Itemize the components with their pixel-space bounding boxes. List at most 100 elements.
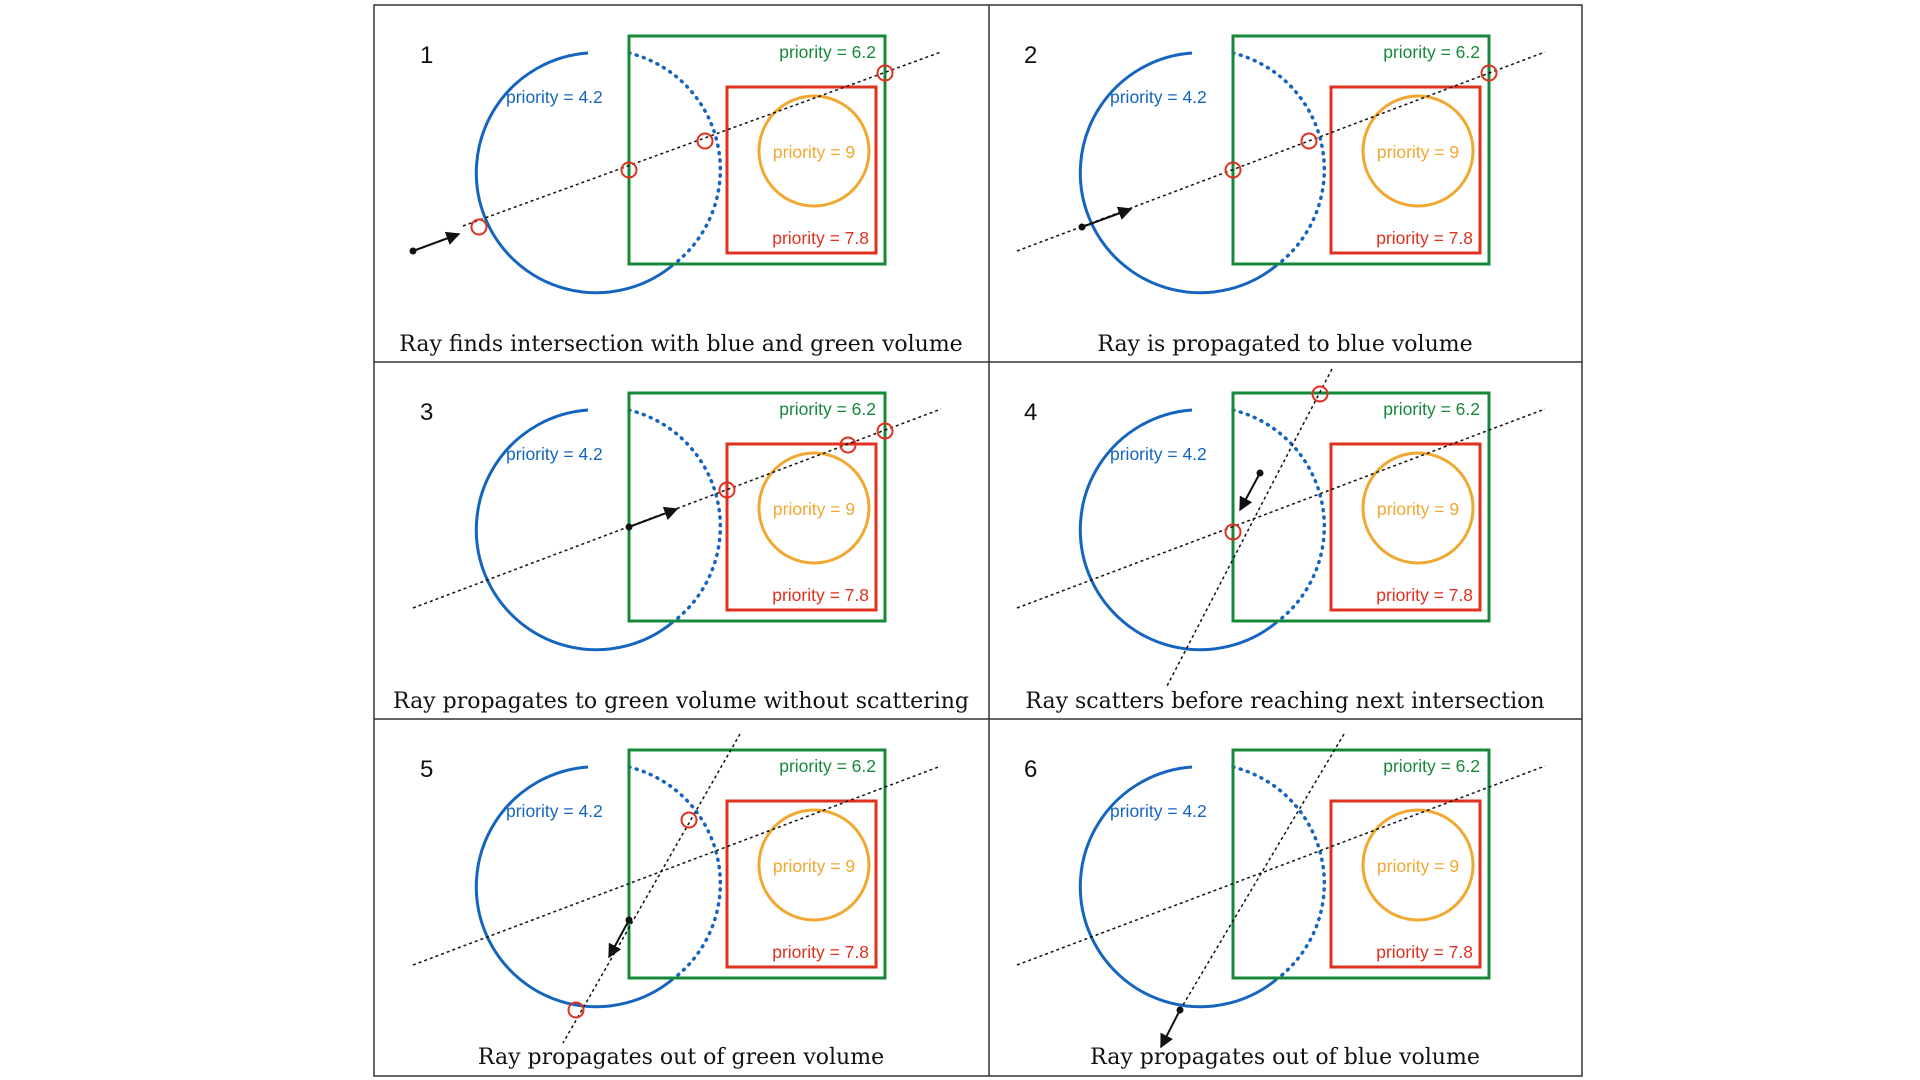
orange-priority-label: priority = 9 [1377, 499, 1459, 519]
red-volume-box [1329, 799, 1482, 969]
intersection-marker [620, 161, 638, 179]
intersection-marker [1224, 161, 1242, 179]
green-volume-box [1231, 391, 1491, 623]
ray-position-dot [1176, 1006, 1184, 1014]
intersection-marker [1480, 64, 1498, 82]
blue-priority-label: priority = 4.2 [506, 444, 603, 464]
blue-priority-label: priority = 4.2 [1110, 87, 1207, 107]
panel-caption: Ray propagates out of green volume [478, 1045, 884, 1070]
panel-number: 3 [420, 399, 433, 426]
red-priority-label: priority = 7.8 [1376, 228, 1473, 248]
green-priority-label: priority = 6.2 [779, 399, 876, 419]
blue-priority-label: priority = 4.2 [1110, 801, 1207, 821]
red-volume-box [1329, 85, 1482, 255]
green-volume-box [1231, 748, 1491, 980]
intersection-marker [567, 1001, 585, 1019]
green-priority-label: priority = 6.2 [1383, 756, 1480, 776]
red-priority-label: priority = 7.8 [1376, 942, 1473, 962]
blue-volume-circle-dotted [627, 51, 723, 267]
green-priority-label: priority = 6.2 [779, 756, 876, 776]
blue-volume-circle-dotted [1231, 765, 1327, 981]
red-priority-label: priority = 7.8 [772, 585, 869, 605]
panel-4: 4 priority = 4.2 priority = 6.2 priority… [1016, 368, 1546, 714]
blue-priority-label: priority = 4.2 [1110, 444, 1207, 464]
red-volume-box [1329, 442, 1482, 612]
panel-caption: Ray propagates to green volume without s… [393, 689, 969, 714]
ray-direction-arrow [608, 919, 630, 959]
panel-caption: Ray propagates out of blue volume [1090, 1045, 1480, 1070]
panel-3: 3 priority = 4.2 priority = 6.2 priority… [393, 391, 969, 714]
red-priority-label: priority = 7.8 [772, 228, 869, 248]
panel-number: 1 [420, 42, 433, 69]
intersection-marker [680, 811, 698, 829]
ray-path [1016, 51, 1546, 252]
panel-1: 1 priority = 4.2 priority = 6.2 priority… [399, 34, 963, 357]
orange-priority-label: priority = 9 [1377, 142, 1459, 162]
blue-priority-label: priority = 4.2 [506, 801, 603, 821]
green-volume-box [627, 391, 887, 623]
panel-number: 5 [420, 756, 433, 783]
intersection-marker [718, 481, 736, 499]
red-volume-box [725, 442, 878, 612]
red-volume-box [725, 85, 878, 255]
scattered-ray-path [562, 733, 741, 1044]
orange-volume-circle [757, 808, 871, 922]
blue-volume-circle-solid [1078, 51, 1278, 295]
ray-position-dot [625, 916, 633, 924]
panel-5: 5 priority = 4.2 priority = 6.2 priority… [412, 733, 942, 1070]
scatter-point-dot [1256, 469, 1264, 477]
ray-direction-arrow [1239, 472, 1261, 512]
panel-2: 2 priority = 4.2 priority = 6.2 priority… [1016, 34, 1546, 357]
blue-volume-circle-dotted [1231, 51, 1327, 267]
intersection-marker [839, 436, 857, 454]
ray-path [462, 51, 942, 227]
intersection-marker [1224, 523, 1242, 541]
green-volume-box [627, 34, 887, 266]
ray-path [412, 765, 942, 966]
ray-position-dot [1078, 223, 1086, 231]
figure-frame [373, 4, 1583, 1077]
red-priority-label: priority = 7.8 [1376, 585, 1473, 605]
ray-direction-arrow [1081, 206, 1133, 228]
orange-volume-circle [1361, 94, 1475, 208]
panel-caption: Ray is propagated to blue volume [1097, 332, 1472, 357]
intersection-marker [1300, 132, 1318, 150]
panel-6: 6 priority = 4.2 priority = 6.2 priority… [1016, 733, 1546, 1070]
intersection-marker [696, 132, 714, 150]
ray-position-dot [625, 523, 633, 531]
ray-path [412, 408, 942, 609]
green-priority-label: priority = 6.2 [1383, 399, 1480, 419]
ray-position-dot [409, 247, 417, 255]
blue-volume-circle-dotted [627, 765, 723, 981]
blue-volume-circle-solid [474, 51, 674, 295]
orange-priority-label: priority = 9 [773, 856, 855, 876]
ray-path [1016, 765, 1546, 966]
red-volume-box [725, 799, 878, 969]
blue-volume-circle-dotted [627, 408, 723, 624]
panel-number: 4 [1024, 399, 1037, 426]
orange-volume-circle [757, 451, 871, 565]
blue-volume-circle-solid [1078, 408, 1278, 652]
intersection-marker [876, 64, 894, 82]
green-volume-box [627, 748, 887, 980]
panel-caption: Ray finds intersection with blue and gre… [399, 332, 962, 357]
green-priority-label: priority = 6.2 [1383, 42, 1480, 62]
panel-number: 6 [1024, 756, 1037, 783]
orange-volume-circle [1361, 808, 1475, 922]
ray-direction-arrow [412, 231, 461, 252]
intersection-marker [876, 422, 894, 440]
scattered-ray-path [1179, 733, 1345, 1011]
orange-priority-label: priority = 9 [773, 142, 855, 162]
intersection-marker [470, 218, 488, 236]
intersection-marker [1311, 385, 1329, 403]
red-priority-label: priority = 7.8 [772, 942, 869, 962]
blue-volume-circle-solid [474, 408, 674, 652]
ray-direction-arrow [628, 506, 679, 528]
green-volume-box [1231, 34, 1491, 266]
ray-path [1016, 408, 1546, 609]
blue-volume-circle-solid [474, 765, 674, 1009]
orange-priority-label: priority = 9 [1377, 856, 1459, 876]
blue-volume-circle-dotted [1231, 408, 1327, 624]
blue-volume-circle-solid [1078, 765, 1278, 1009]
